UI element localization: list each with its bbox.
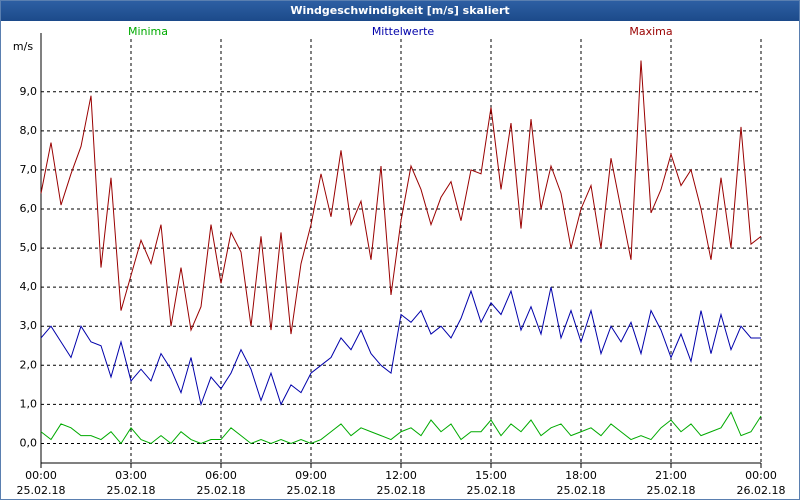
y-tick-label: 7,0 <box>20 163 38 176</box>
x-tick-date: 25.02.18 <box>377 484 426 497</box>
y-tick-label: 5,0 <box>20 241 38 254</box>
x-tick-date: 25.02.18 <box>557 484 606 497</box>
title-bar: Windgeschwindigkeit [m/s] skaliert <box>1 1 799 21</box>
x-tick-label: 00:00 <box>745 469 777 482</box>
series-line <box>40 60 762 335</box>
x-tick-date: 25.02.18 <box>17 484 66 497</box>
x-tick-label: 15:00 <box>475 469 507 482</box>
x-tick-date: 25.02.18 <box>467 484 516 497</box>
x-tick-label: 21:00 <box>655 469 687 482</box>
x-tick-date: 25.02.18 <box>287 484 336 497</box>
x-tick-label: 06:00 <box>205 469 237 482</box>
x-tick-date: 25.02.18 <box>107 484 156 497</box>
y-tick-label: 9,0 <box>20 85 38 98</box>
y-tick-label: 1,0 <box>20 397 38 410</box>
x-tick-label: 00:00 <box>25 469 57 482</box>
x-tick-label: 12:00 <box>385 469 417 482</box>
legend-entry: Minima <box>128 25 168 38</box>
legend-entry: Mittelwerte <box>372 25 435 38</box>
y-tick-label: 6,0 <box>20 202 38 215</box>
series-line <box>40 411 762 445</box>
y-tick-label: 2,0 <box>20 358 38 371</box>
x-tick-date: 25.02.18 <box>647 484 696 497</box>
y-tick-label: 0,0 <box>20 436 38 449</box>
y-tick-label: 4,0 <box>20 280 38 293</box>
series-line <box>40 287 761 407</box>
y-tick-label: 3,0 <box>20 319 38 332</box>
y-axis-label: m/s <box>13 40 33 53</box>
x-tick-label: 03:00 <box>115 469 147 482</box>
legend-entry: Maxima <box>629 25 672 38</box>
x-tick-label: 18:00 <box>565 469 597 482</box>
x-tick-date: 26.02.18 <box>737 484 786 497</box>
y-tick-label: 8,0 <box>20 124 38 137</box>
x-tick-date: 25.02.18 <box>197 484 246 497</box>
x-tick-label: 09:00 <box>295 469 327 482</box>
